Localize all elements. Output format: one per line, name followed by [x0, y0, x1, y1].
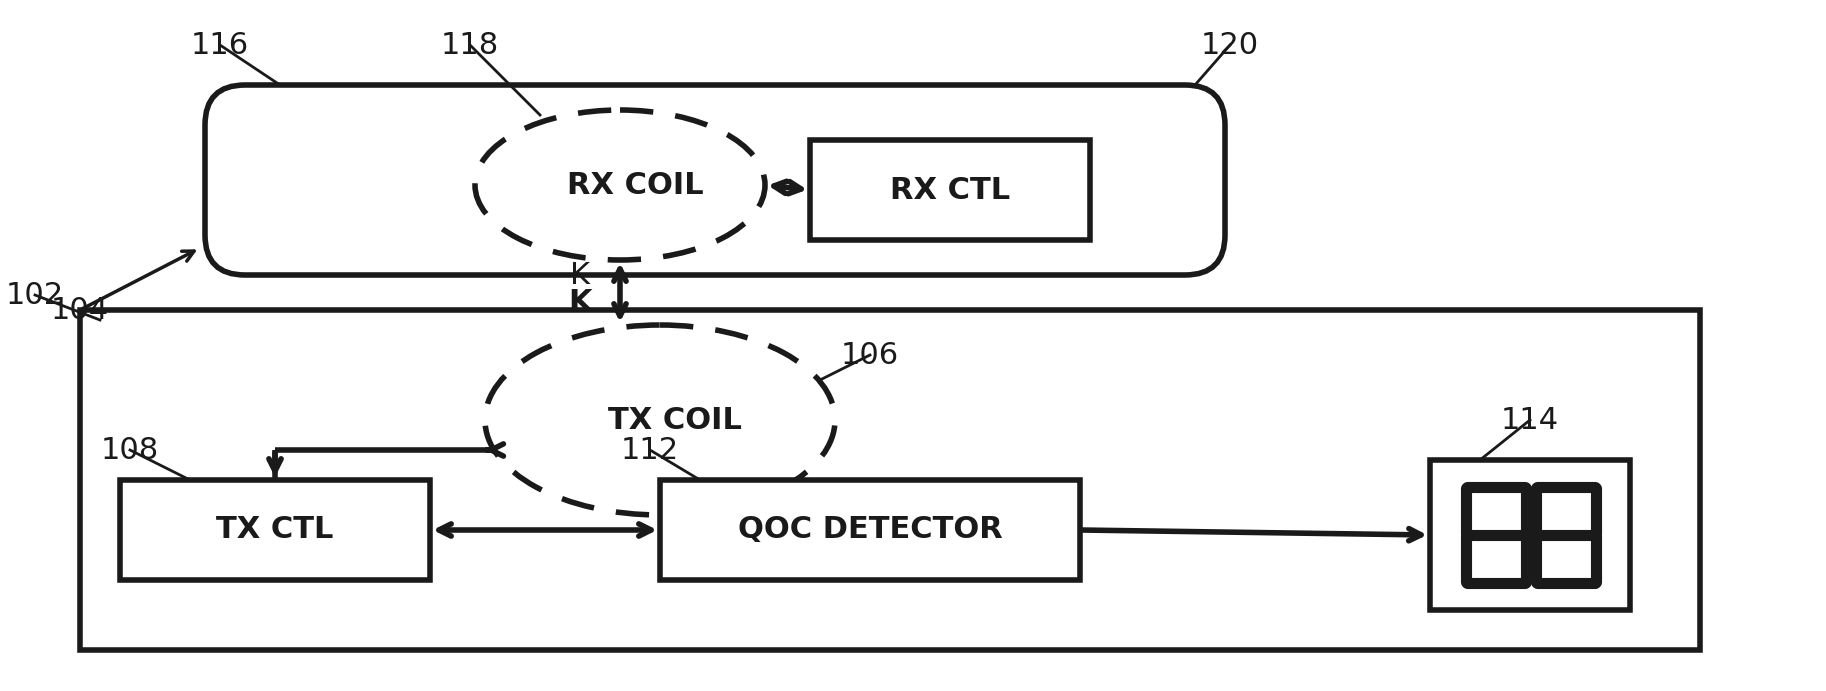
Text: K: K — [568, 288, 592, 317]
Text: QOC DETECTOR: QOC DETECTOR — [738, 515, 1002, 545]
Text: RX COIL: RX COIL — [566, 171, 703, 200]
Text: 118: 118 — [440, 30, 498, 59]
Text: 120: 120 — [1202, 30, 1260, 59]
Text: 108: 108 — [100, 435, 159, 464]
Bar — [121, 480, 429, 580]
Text: 104: 104 — [51, 296, 110, 325]
Text: 106: 106 — [842, 341, 898, 370]
Text: RX CTL: RX CTL — [889, 176, 1010, 205]
Ellipse shape — [486, 325, 834, 515]
Text: TX CTL: TX CTL — [215, 515, 334, 545]
Bar — [811, 140, 1090, 240]
Bar — [80, 310, 1700, 650]
Text: 102: 102 — [5, 281, 64, 310]
Text: 116: 116 — [192, 30, 248, 59]
Bar — [1430, 460, 1631, 610]
Text: TX COIL: TX COIL — [608, 406, 741, 435]
Text: 114: 114 — [1501, 406, 1559, 435]
Text: 112: 112 — [621, 435, 679, 464]
FancyBboxPatch shape — [205, 85, 1225, 275]
Text: K: K — [570, 261, 590, 290]
Bar — [659, 480, 1079, 580]
Ellipse shape — [475, 110, 765, 260]
